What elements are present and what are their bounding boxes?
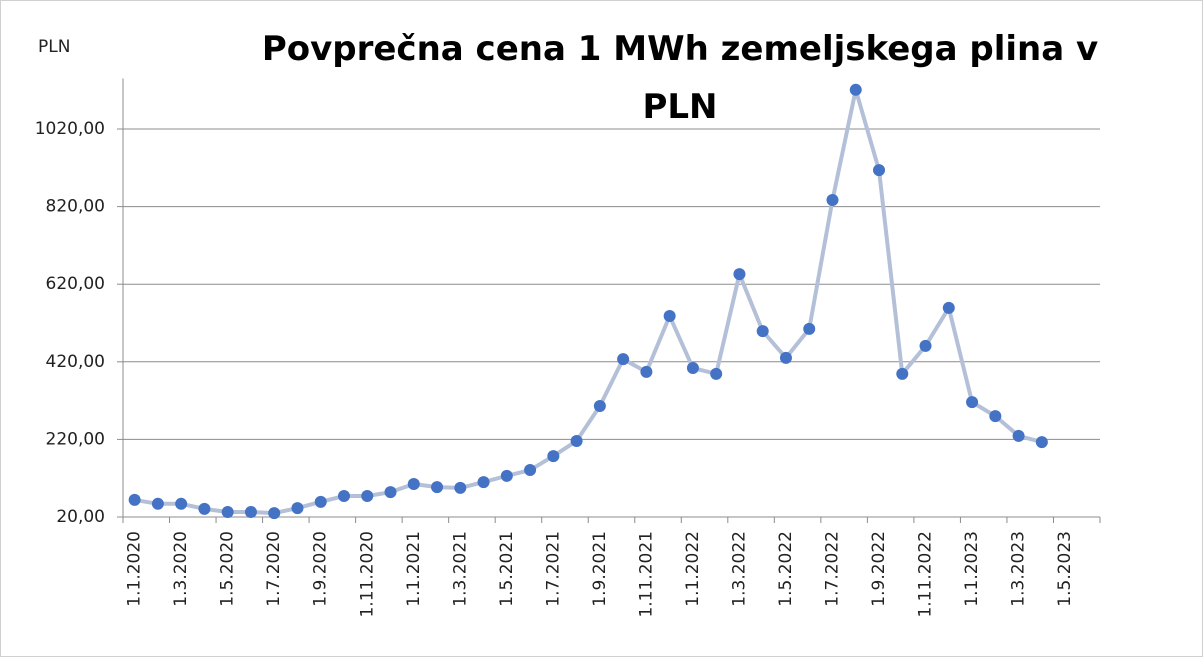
x-tick-label: 1.1.2023: [962, 531, 982, 607]
y-tick-label: 220,00: [46, 429, 105, 449]
data-point: [617, 353, 630, 366]
data-point: [384, 486, 397, 499]
data-point: [756, 325, 769, 338]
data-point: [244, 505, 257, 518]
y-tick-label: 820,00: [46, 197, 105, 217]
data-point: [547, 450, 560, 463]
y-tick-label: 20,00: [56, 507, 105, 527]
data-point: [686, 362, 699, 375]
x-tick-label: 1.1.2021: [404, 531, 424, 607]
data-point: [896, 367, 909, 380]
data-point: [314, 495, 327, 508]
data-point: [407, 478, 420, 491]
y-tick-label: 1020,00: [35, 119, 105, 139]
data-point: [268, 507, 281, 520]
data-point: [128, 493, 141, 506]
data-point: [175, 497, 188, 510]
x-tick-label: 1.3.2021: [450, 531, 470, 607]
data-point: [919, 339, 932, 352]
data-point: [733, 268, 746, 281]
data-point: [989, 410, 1002, 423]
x-tick-label: 1.3.2022: [729, 531, 749, 607]
x-tick-label: 1.7.2021: [543, 531, 563, 607]
x-tick-label: 1.5.2021: [497, 531, 517, 607]
x-tick-label: 1.9.2020: [311, 531, 331, 607]
x-tick-label: 1.3.2023: [1009, 531, 1029, 607]
x-tick-label: 1.5.2023: [1055, 531, 1075, 607]
x-tick-label: 1.7.2020: [264, 531, 284, 607]
x-tick-label: 1.5.2020: [218, 531, 238, 607]
x-tick-label: 1.11.2021: [636, 531, 656, 618]
data-point: [803, 322, 816, 335]
x-tick-label: 1.1.2022: [683, 531, 703, 607]
data-point: [500, 469, 513, 482]
x-tick-label: 1.9.2021: [590, 531, 610, 607]
data-point: [640, 365, 653, 378]
data-point: [779, 351, 792, 364]
data-point: [454, 481, 467, 494]
line-series: [134, 87, 1043, 516]
data-point: [849, 83, 862, 96]
x-tick-label: 1.7.2022: [822, 531, 842, 607]
data-point: [826, 194, 839, 207]
x-tick-label: 1.11.2022: [916, 531, 936, 618]
y-tick-label: 620,00: [46, 274, 105, 294]
data-point: [477, 476, 490, 489]
y-axis-label: PLN: [38, 37, 70, 57]
y-tick-label: 420,00: [46, 352, 105, 372]
data-point: [593, 400, 606, 413]
data-point: [151, 497, 164, 510]
data-point: [221, 505, 234, 518]
x-tick-label: 1.11.2020: [357, 531, 377, 618]
data-point: [431, 481, 444, 494]
data-point: [198, 502, 211, 515]
data-point: [966, 396, 979, 409]
x-tick-label: 1.9.2022: [869, 531, 889, 607]
data-point: [663, 310, 676, 323]
data-point: [291, 502, 304, 515]
x-tick-label: 1.3.2020: [171, 531, 191, 607]
data-point: [337, 490, 350, 503]
data-point: [873, 164, 886, 177]
data-point: [570, 434, 583, 447]
data-point: [1012, 429, 1025, 442]
x-tick-label: 1.5.2022: [776, 531, 796, 607]
data-point: [361, 490, 374, 503]
data-point: [710, 367, 723, 380]
data-point: [524, 464, 537, 477]
chart-title: Povprečna cena 1 MWh zemeljskega plina v…: [261, 29, 1099, 127]
x-tick-label: 1.1.2020: [125, 531, 145, 607]
data-point: [1035, 436, 1048, 449]
data-point: [942, 301, 955, 314]
